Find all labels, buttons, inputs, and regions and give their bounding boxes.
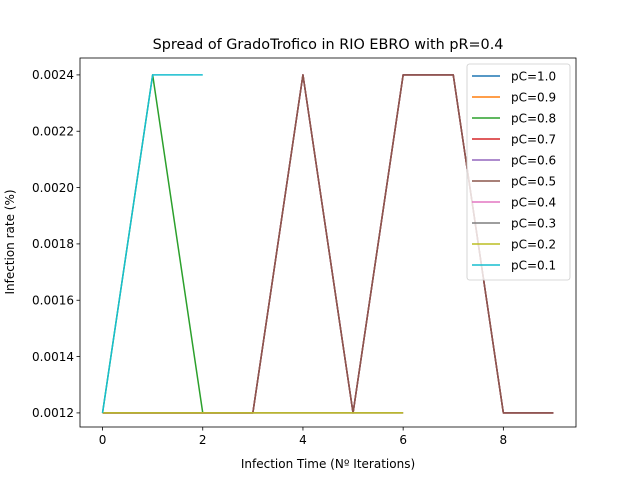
legend-label-8: pC=0.2 — [511, 237, 556, 251]
x-tick-label-3: 6 — [399, 433, 407, 447]
plot-frame — [79, 57, 577, 428]
legend-label-0: pC=1.0 — [511, 69, 556, 83]
y-tick-label-2: 0.0016 — [32, 294, 74, 308]
legend: pC=1.0 pC=0.9 pC=0.8 pC=0.7 pC=0.6 pC=0.5 pC=0… — [466, 63, 571, 281]
series-line-2 — [101, 74, 204, 414]
x-axis: 0 2 4 6 8 — [99, 427, 507, 447]
legend-label-4: pC=0.6 — [511, 153, 556, 167]
legend-label-2: pC=0.8 — [511, 111, 556, 125]
legend-label-9: pC=0.1 — [511, 258, 556, 272]
x-tick-label-0: 0 — [99, 433, 107, 447]
chart-title: Spread of GradoTrofico in RIO EBRO with … — [153, 37, 504, 53]
y-tick-label-6: 0.0024 — [32, 68, 74, 82]
series-line-9 — [101, 74, 203, 414]
legend-label-7: pC=0.3 — [511, 216, 556, 230]
legend-label-6: pC=0.4 — [511, 195, 556, 209]
y-tick-label-4: 0.0020 — [32, 181, 74, 195]
y-tick-label-5: 0.0022 — [32, 125, 74, 139]
y-axis: 0.0012 0.0014 0.0016 0.0018 0.0020 0.0022 0.00… — [32, 68, 80, 420]
legend-label-5: pC=0.5 — [511, 174, 556, 188]
legend-label-3: pC=0.7 — [511, 132, 556, 146]
x-tick-label-2: 4 — [299, 433, 307, 447]
x-axis-label: Infection Time (Nº Iterations) — [241, 457, 415, 471]
y-axis-label: Infection rate (%) — [3, 189, 17, 294]
y-tick-label-1: 0.0014 — [32, 350, 74, 364]
x-tick-label-1: 2 — [199, 433, 207, 447]
y-tick-label-3: 0.0018 — [32, 237, 74, 251]
y-tick-label-0: 0.0012 — [32, 406, 74, 420]
x-tick-label-4: 8 — [500, 433, 508, 447]
legend-label-1: pC=0.9 — [511, 90, 556, 104]
